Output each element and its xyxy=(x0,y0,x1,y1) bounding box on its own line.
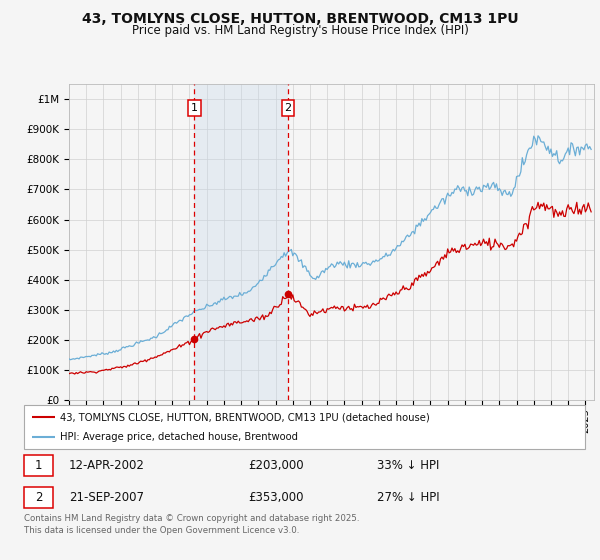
FancyBboxPatch shape xyxy=(24,487,53,508)
Bar xyxy=(194,84,288,400)
Text: 12-APR-2002: 12-APR-2002 xyxy=(69,459,145,472)
Text: 33% ↓ HPI: 33% ↓ HPI xyxy=(377,459,440,472)
Text: Price paid vs. HM Land Registry's House Price Index (HPI): Price paid vs. HM Land Registry's House … xyxy=(131,24,469,36)
Text: Contains HM Land Registry data © Crown copyright and database right 2025.
This d: Contains HM Land Registry data © Crown c… xyxy=(24,514,359,535)
Text: 43, TOMLYNS CLOSE, HUTTON, BRENTWOOD, CM13 1PU: 43, TOMLYNS CLOSE, HUTTON, BRENTWOOD, CM… xyxy=(82,12,518,26)
Text: 2: 2 xyxy=(35,491,43,504)
Text: £353,000: £353,000 xyxy=(248,491,304,504)
Text: 21-SEP-2007: 21-SEP-2007 xyxy=(69,491,144,504)
Text: 1: 1 xyxy=(35,459,43,472)
Text: 2: 2 xyxy=(284,103,292,113)
Text: 43, TOMLYNS CLOSE, HUTTON, BRENTWOOD, CM13 1PU (detached house): 43, TOMLYNS CLOSE, HUTTON, BRENTWOOD, CM… xyxy=(61,412,430,422)
Text: £203,000: £203,000 xyxy=(248,459,304,472)
FancyBboxPatch shape xyxy=(24,405,585,449)
Text: 27% ↓ HPI: 27% ↓ HPI xyxy=(377,491,440,504)
Text: HPI: Average price, detached house, Brentwood: HPI: Average price, detached house, Bren… xyxy=(61,432,298,442)
Text: 1: 1 xyxy=(191,103,198,113)
FancyBboxPatch shape xyxy=(24,455,53,476)
